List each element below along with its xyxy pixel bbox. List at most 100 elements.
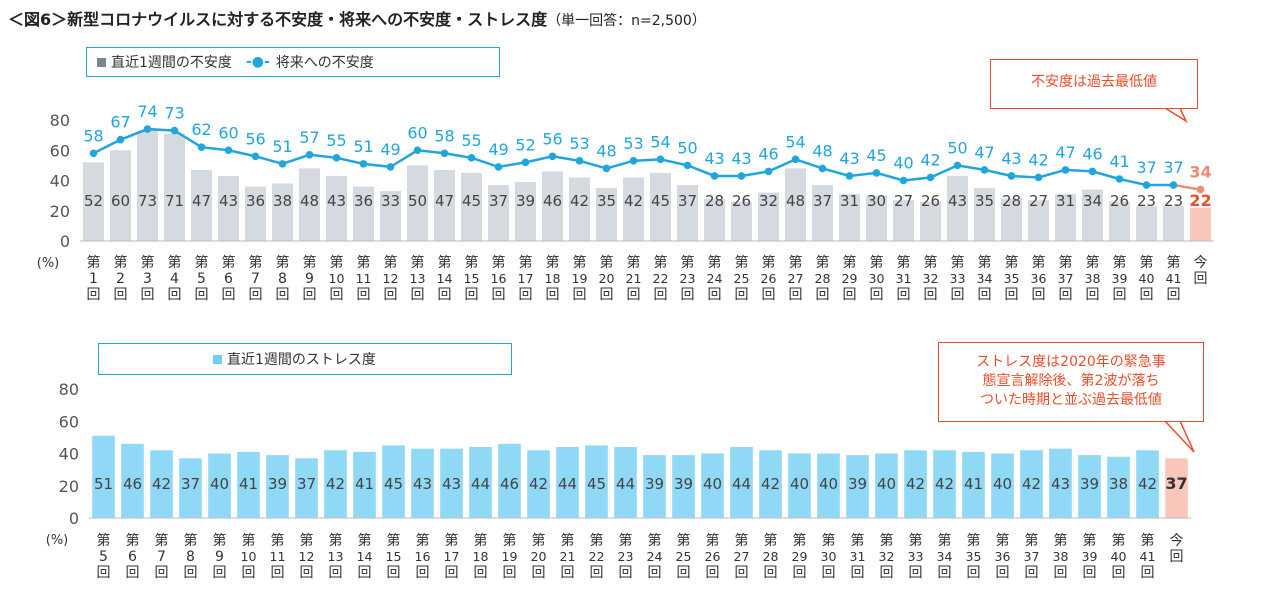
x-tick-label: 第 25 回 [734,254,750,303]
bar [701,453,724,518]
bar-value-label: 43 [413,475,432,493]
bar-value-label: 42 [1022,475,1041,493]
x-tick-label: 第 30 回 [821,532,837,581]
x-tick-label: 今回 [1194,255,1208,287]
bar-value-label: 60 [111,192,130,210]
x-tick-label: 第 12 回 [383,254,399,303]
bar [266,455,289,518]
line-value-label: 55 [461,131,481,150]
callout-anxiety-text: 不安度は過去最低値 [1031,74,1157,90]
top-chart: 0 20 40 60 80 (%) 52 60 73 71 47 43 36 38 48 43 36 33 50 47… [37,102,1214,303]
bar [676,185,699,241]
line-point [386,163,395,171]
line-value-label: 58 [434,126,454,145]
callout-stress-low: ストレス度は2020年の緊急事 態宣言解除後、第2波が落ち ついた時期と並ぶ過去… [938,342,1204,422]
x-tick-label: 第 15 回 [464,254,480,303]
bar-value-label: 41 [964,475,983,493]
bar-value-label: 33 [381,192,400,210]
bar-value-label: 41 [239,475,258,493]
bar-value-label: 37 [1165,474,1187,493]
bar [352,186,375,241]
bar [875,453,898,518]
bar [1162,206,1185,241]
bar-value-label: 39 [848,475,867,493]
bar-value-label: 42 [906,475,925,493]
x-tick-label: 第 35 回 [1004,254,1020,303]
legend-top: 直近1週間の不安度 -●- 将来への不安度 [86,47,500,77]
bar-value-label: 42 [152,475,171,493]
bar-value-label: 23 [1137,192,1156,210]
bar [649,172,672,241]
x-tick-label: 第 22 回 [653,254,669,303]
legend-stress-label: 直近1週間のストレス度 [227,352,376,368]
bar [150,450,173,518]
bar-value-label: 45 [384,475,403,493]
bottom-chart: 0 20 40 60 80 (%) 51 46 42 37 40 41 39 37 42 41 45 43 43 44… [46,380,1191,581]
bar [217,175,240,241]
x-tick-label: 第 11 回 [356,254,372,303]
line-point [980,166,989,174]
bar [892,200,915,241]
line-value-label: 49 [488,140,508,159]
line-value-label: 37 [1163,158,1183,177]
line-value-label: 47 [974,143,994,162]
bar [1135,206,1158,241]
bar-value-label: 34 [1083,192,1102,210]
line-point [332,154,341,162]
bar [433,169,456,241]
bar-value-label: 44 [732,475,751,493]
bar-value-label: 42 [935,475,954,493]
bar [1054,194,1077,241]
bar-value-label: 41 [355,475,374,493]
x-tick-label: 第 13 回 [328,532,344,581]
line-value-label: 37 [1136,158,1156,177]
bar [846,455,869,518]
line-point [467,154,476,162]
bar [1136,450,1159,518]
bar-value-label: 50 [408,192,427,210]
line-value-label: 45 [866,146,886,165]
x-tick-label: 第 41 回 [1140,532,1156,581]
y-tick-label: 80 [50,111,70,130]
y-tick-label: 20 [50,202,70,221]
legend-bar-swatch [97,57,106,67]
bar-value-label: 39 [516,192,535,210]
bar [382,445,405,518]
bar-value-label: 40 [993,475,1012,493]
x-tick-label: 第 27 回 [734,532,750,581]
legend-bar-label: 直近1週間の不安度 [111,55,232,71]
line-value-label: 49 [380,140,400,159]
line-value-label: 43 [704,149,724,168]
bar-value-label: 40 [790,475,809,493]
bar-value-label: 37 [678,192,697,210]
x-tick-label: 第 30 回 [869,254,885,303]
bar [1000,198,1023,241]
line-value-label: 41 [1109,152,1129,171]
bar-value-label: 40 [210,475,229,493]
line-point [953,161,962,170]
bar [1049,448,1072,518]
y-tick-label: 0 [60,232,70,251]
line-point [683,161,692,170]
line-point [629,157,638,165]
x-tick-label: 第 17 回 [518,254,534,303]
bar-value-label: 22 [1189,191,1211,210]
line-value-label: 54 [650,132,670,151]
bar [298,168,321,241]
line-value-label: 50 [947,138,967,157]
bar-value-label: 43 [219,192,238,210]
y-tick-label: 60 [59,412,79,431]
line-point [1061,166,1070,174]
bar-value-label: 36 [246,192,265,210]
x-tick-label: 第 33 回 [908,532,924,581]
bar-value-label: 35 [597,192,616,210]
bar-value-label: 43 [327,192,346,210]
bar-value-label: 27 [894,192,913,210]
line-value-label: 73 [164,104,184,123]
x-tick-label: 第 23 回 [618,532,634,581]
